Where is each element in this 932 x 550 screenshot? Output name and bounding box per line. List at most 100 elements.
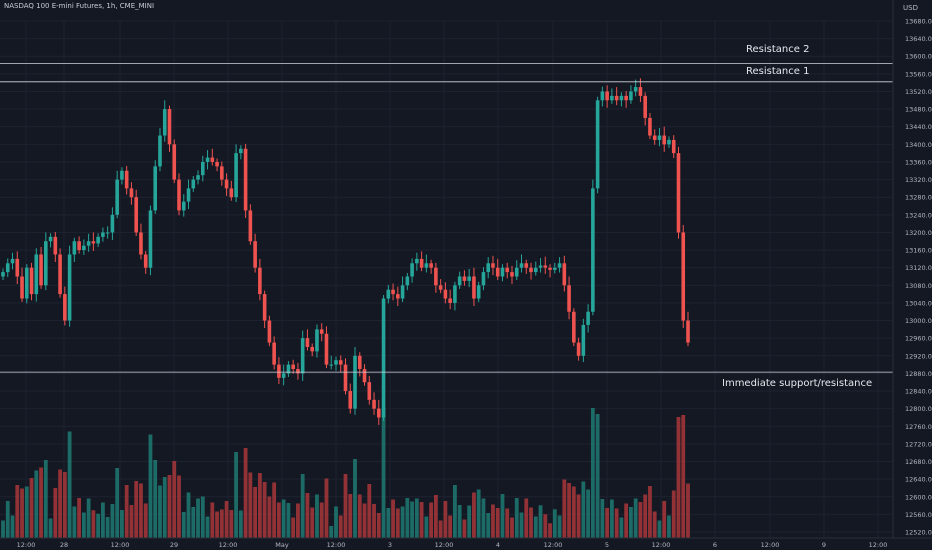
candle-body: [67, 254, 72, 321]
volume-bar: [433, 495, 438, 538]
y-tick-label: 13440.00: [905, 123, 932, 131]
volume-bar: [443, 501, 448, 538]
candle-body: [348, 391, 353, 409]
candle-body: [267, 320, 272, 343]
candle-body: [343, 364, 348, 392]
y-tick-label: 13200.00: [905, 229, 932, 237]
volume-bar: [681, 415, 686, 538]
volume-bar: [286, 503, 291, 538]
volume-bar: [405, 498, 410, 538]
candle-body: [533, 267, 538, 273]
candle-body: [63, 294, 67, 321]
volume-bar: [348, 494, 353, 538]
candle-body: [562, 263, 567, 286]
candle-body: [438, 285, 443, 290]
candle-body: [39, 254, 43, 286]
candle-body: [491, 263, 495, 268]
y-tick-label: 12840.00: [905, 388, 932, 396]
candle-body: [400, 285, 405, 299]
volume-bar: [662, 501, 667, 538]
candle-body: [196, 175, 200, 180]
volume-bar: [576, 494, 581, 538]
candle-body: [272, 342, 276, 365]
volume-bar: [319, 502, 324, 538]
volume-bar: [139, 483, 143, 538]
y-tick-label: 12600.00: [905, 493, 932, 501]
volume-bar: [148, 434, 153, 538]
volume-bar: [253, 487, 258, 538]
volume-bar: [1, 520, 5, 538]
volume-bar: [181, 512, 186, 538]
candle-body: [148, 210, 153, 268]
y-tick-label: 13400.00: [905, 141, 932, 149]
volume-bar: [481, 498, 486, 538]
candle-body: [557, 263, 562, 268]
y-tick-label: 12760.00: [905, 423, 932, 431]
volume-bar: [262, 482, 267, 538]
x-tick-label: 3: [388, 541, 392, 549]
volume-bar: [614, 508, 619, 538]
y-tick-label: 12640.00: [905, 476, 932, 484]
volume-bar: [162, 477, 167, 538]
x-tick-label: 29: [170, 541, 178, 549]
candle-body: [53, 236, 58, 255]
candle-body: [462, 276, 467, 281]
y-tick-label: 12800.00: [905, 405, 932, 413]
candle-body: [29, 267, 34, 295]
candle-body: [500, 267, 505, 277]
x-tick-label: 28: [60, 541, 68, 549]
candle-body: [424, 263, 429, 268]
volume-bar: [43, 460, 48, 538]
volume-bar: [291, 517, 296, 538]
candle-body: [186, 188, 191, 202]
y-tick-label: 13480.00: [905, 106, 932, 114]
candle-body: [657, 135, 662, 140]
volume-bar: [686, 483, 690, 538]
candle-body: [139, 232, 143, 255]
volume-bar: [624, 503, 629, 538]
candle-body: [676, 153, 681, 233]
volume-bar: [571, 486, 576, 538]
y-tick-label: 13520.00: [905, 88, 932, 96]
candle-body: [77, 241, 81, 251]
candle-body: [310, 346, 315, 352]
candle-body: [391, 289, 395, 295]
candle-body: [277, 364, 281, 378]
volume-bar: [590, 408, 595, 538]
resistance-1-annotation: Resistance 1: [746, 66, 810, 77]
y-tick-label: 13600.00: [905, 53, 932, 61]
volume-bar: [39, 467, 43, 538]
candle-body: [467, 276, 471, 281]
volume-bar: [229, 510, 234, 538]
volume-bar: [514, 498, 519, 538]
candle-body: [96, 236, 100, 244]
volume-bar: [86, 498, 91, 538]
candle-body: [372, 399, 376, 409]
candle-body: [110, 214, 115, 233]
volume-bar: [305, 493, 310, 538]
candle-body: [172, 144, 177, 180]
candle-body: [205, 157, 210, 162]
candle-body: [1, 272, 5, 277]
candle-body: [567, 285, 571, 312]
volume-bar: [53, 488, 58, 538]
candle-body: [253, 241, 257, 268]
volume-bar: [267, 496, 272, 538]
candle-body: [48, 236, 53, 242]
volume-bar: [519, 512, 524, 538]
y-tick-label: 12880.00: [905, 370, 932, 378]
volume-bar: [671, 490, 676, 538]
candle-body: [91, 241, 96, 244]
candle-body: [495, 267, 500, 277]
candle-body: [553, 267, 557, 270]
volume-bar: [562, 479, 567, 538]
y-tick-label: 13160.00: [905, 247, 932, 255]
volume-bar: [448, 515, 453, 538]
candle-body: [329, 364, 334, 366]
volume-bar: [20, 488, 24, 538]
volume-bar: [609, 499, 614, 538]
candle-body: [586, 311, 590, 325]
x-tick-label: 12:00: [219, 541, 238, 549]
y-tick-label: 12960.00: [905, 335, 932, 343]
